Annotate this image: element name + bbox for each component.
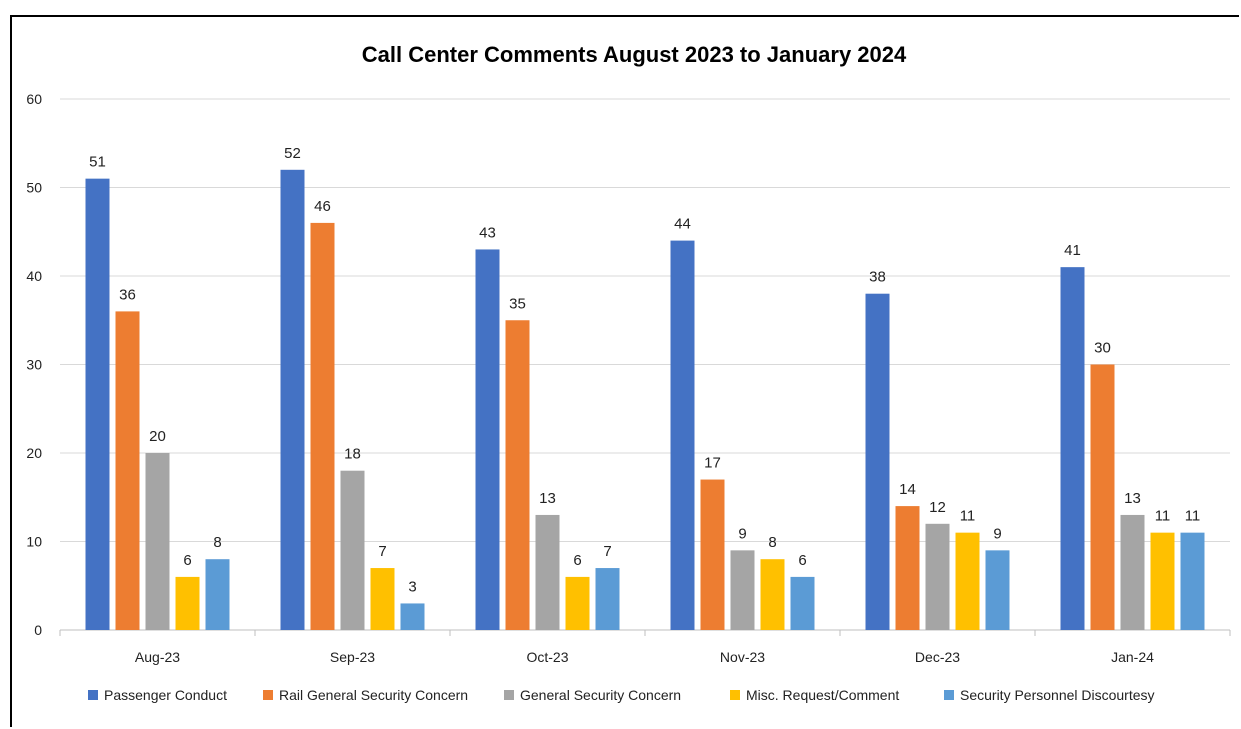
y-tick-label: 0 <box>34 622 42 638</box>
data-label: 11 <box>1155 508 1171 525</box>
data-label: 30 <box>1094 340 1111 357</box>
data-labels: 51 36 20 6 8 52 46 18 7 3 43 35 13 6 7 44 17 9 8 6 38 14 12 11 9… <box>89 145 1200 596</box>
bar <box>1150 532 1175 630</box>
data-label: 41 <box>1064 242 1081 259</box>
x-tick-label: Jan-24 <box>1111 649 1154 665</box>
bar <box>760 559 785 630</box>
x-axis-ticks: Aug-23 Sep-23 Oct-23 Nov-23 Dec-23 Jan-24 <box>135 649 1154 665</box>
bar <box>790 576 815 630</box>
data-label: 52 <box>284 145 301 162</box>
data-label: 13 <box>539 490 556 507</box>
legend-entry: Misc. Request/Comment <box>746 687 899 703</box>
bar <box>1090 364 1115 630</box>
data-label: 7 <box>603 543 611 560</box>
data-label: 8 <box>213 534 221 551</box>
bar <box>730 550 755 630</box>
bar <box>85 178 110 630</box>
bar <box>115 311 140 630</box>
data-label: 44 <box>674 216 691 233</box>
data-label: 20 <box>149 428 166 445</box>
legend-entry: General Security Concern <box>520 687 681 703</box>
bar <box>475 249 500 630</box>
data-label: 17 <box>704 455 721 472</box>
x-tick-label: Sep-23 <box>330 649 375 665</box>
data-label: 11 <box>1185 508 1201 525</box>
y-tick-label: 30 <box>26 357 42 373</box>
data-label: 7 <box>378 543 386 560</box>
data-label: 12 <box>929 499 946 516</box>
data-label: 3 <box>408 578 416 595</box>
y-tick-label: 50 <box>26 180 42 196</box>
bar <box>1180 532 1205 630</box>
x-tick-label: Nov-23 <box>720 649 765 665</box>
bar <box>535 514 560 630</box>
data-label: 9 <box>738 525 746 542</box>
y-tick-label: 40 <box>26 268 42 284</box>
data-label: 6 <box>798 552 806 569</box>
data-label: 18 <box>344 446 361 463</box>
data-label: 13 <box>1124 490 1141 507</box>
data-label: 6 <box>183 552 191 569</box>
legend-swatch <box>944 690 954 700</box>
bar <box>565 576 590 630</box>
data-label: 51 <box>89 154 106 171</box>
chart-title: Call Center Comments August 2023 to Janu… <box>362 42 907 67</box>
data-label: 9 <box>993 525 1001 542</box>
bar <box>925 523 950 630</box>
x-tick-label: Aug-23 <box>135 649 180 665</box>
bar <box>670 240 695 630</box>
bar <box>370 568 395 630</box>
bar <box>1120 514 1145 630</box>
bar <box>955 532 980 630</box>
chart-frame <box>10 15 1239 727</box>
y-axis-ticks: 0 10 20 30 40 50 60 <box>26 91 42 638</box>
bar <box>595 568 620 630</box>
bar <box>505 320 530 630</box>
legend-swatch <box>730 690 740 700</box>
legend-entry: Passenger Conduct <box>104 687 227 703</box>
bar <box>700 479 725 630</box>
data-label: 6 <box>573 552 581 569</box>
data-label: 35 <box>509 295 526 312</box>
bar <box>310 222 335 630</box>
x-tick-label: Oct-23 <box>526 649 568 665</box>
bar <box>205 559 230 630</box>
gridlines <box>59 98 1231 636</box>
bar <box>895 506 920 630</box>
y-tick-label: 60 <box>26 91 42 107</box>
data-label: 11 <box>960 508 976 525</box>
data-label: 36 <box>119 286 136 303</box>
bar <box>1060 267 1085 630</box>
data-label: 8 <box>768 534 776 551</box>
data-label: 38 <box>869 269 886 286</box>
legend-swatch <box>263 690 273 700</box>
bar <box>400 603 425 630</box>
bar <box>340 470 365 630</box>
data-label: 46 <box>314 198 331 215</box>
bar <box>175 576 200 630</box>
bar <box>280 169 305 631</box>
legend-entry: Rail General Security Concern <box>279 687 468 703</box>
data-label: 43 <box>479 224 496 241</box>
legend-entry: Security Personnel Discourtesy <box>960 687 1155 703</box>
data-label: 14 <box>899 481 916 498</box>
bar <box>145 453 170 630</box>
y-tick-label: 10 <box>26 534 42 550</box>
bar <box>985 550 1010 630</box>
y-tick-label: 20 <box>26 445 42 461</box>
x-tick-label: Dec-23 <box>915 649 960 665</box>
legend-swatch <box>504 690 514 700</box>
legend-swatch <box>88 690 98 700</box>
bars <box>85 169 1205 631</box>
bar <box>865 293 890 630</box>
legend: Passenger Conduct Rail General Security C… <box>88 687 1155 703</box>
